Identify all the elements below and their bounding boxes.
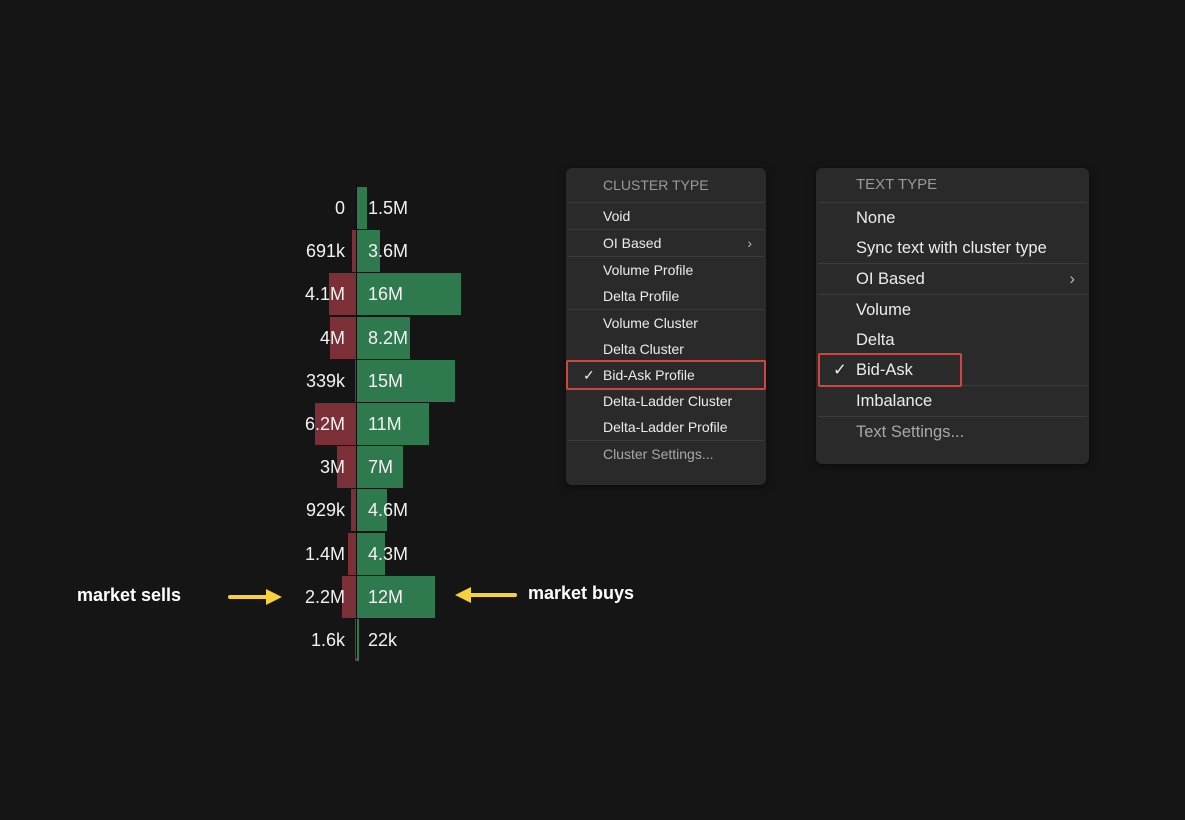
- bid-bar: [342, 575, 357, 618]
- ask-bar: [357, 230, 381, 273]
- chevron-right-icon: ›: [1069, 270, 1076, 288]
- arrow-right-icon: [228, 589, 282, 605]
- bid-value-label: 929k: [305, 500, 345, 521]
- cluster-type-item-delta-ladder-cluster[interactable]: Delta-Ladder Cluster: [566, 388, 766, 414]
- ask-value-label: 11M: [368, 414, 402, 434]
- menu-item-label: Delta: [856, 331, 895, 349]
- profile-row: 1.4M 4.3M: [0, 532, 1185, 575]
- bid-value-label: 1.6k: [310, 630, 345, 650]
- menu-separator: [818, 416, 1087, 417]
- text-type-item-none[interactable]: None: [816, 203, 1089, 233]
- cluster-type-item-cluster-settings[interactable]: Cluster Settings...: [566, 441, 766, 467]
- ask-bar: [357, 359, 455, 402]
- ask-value-label: 15M: [368, 370, 404, 391]
- bid-value-label: 0: [334, 198, 345, 218]
- menu-item-label: Volume Cluster: [603, 315, 698, 331]
- bid-value-label: 339k: [305, 370, 345, 391]
- menu-item-label: Cluster Settings...: [603, 446, 714, 462]
- ask-bar: [357, 316, 411, 359]
- menu-separator: [818, 202, 1087, 203]
- profile-row: 1.6k 22k: [0, 619, 1185, 661]
- text-type-menu-header: TEXT TYPE: [856, 176, 938, 193]
- bid-value-label: 1.4M: [304, 543, 345, 564]
- arrow-left-icon: [455, 587, 517, 603]
- ask-bar: [357, 532, 385, 575]
- profile-row: 929k 4.6M: [0, 489, 1185, 532]
- chevron-right-icon: ›: [747, 235, 752, 251]
- market-sells-label: market sells: [77, 585, 182, 605]
- cluster-type-item-delta-ladder-profile[interactable]: Delta-Ladder Profile: [566, 414, 766, 440]
- bid-bar: [336, 446, 357, 489]
- ask-bar: [357, 575, 435, 618]
- bid-bar: [329, 273, 357, 316]
- check-icon: ✓: [583, 367, 595, 383]
- ask-value-label: 3.6M: [368, 241, 409, 262]
- text-type-item-delta[interactable]: Delta: [816, 325, 1089, 355]
- cluster-type-menu-header: CLUSTER TYPE: [603, 177, 709, 193]
- menu-item-label: OI Based: [603, 235, 662, 251]
- menu-item-label: OI Based: [856, 270, 925, 288]
- ask-value-label: 16M: [368, 284, 404, 305]
- ask-value-label: 8.2M: [368, 327, 409, 348]
- ask-bar: [357, 403, 429, 445]
- menu-separator: [568, 309, 764, 310]
- text-type-item-text-settings[interactable]: Text Settings...: [816, 417, 1089, 447]
- cluster-type-item-volume-profile[interactable]: Volume Profile: [566, 257, 766, 283]
- menu-item-label: Bid-Ask Profile: [603, 367, 695, 383]
- menu-separator: [818, 294, 1087, 295]
- menu-separator: [568, 202, 764, 203]
- bid-value-label: 4M: [319, 327, 345, 348]
- ask-value-label: 4.6M: [368, 500, 409, 521]
- cluster-type-item-delta-profile[interactable]: Delta Profile: [566, 283, 766, 309]
- menu-item-label: Volume Profile: [603, 262, 694, 278]
- cluster-type-item-volume-cluster[interactable]: Volume Cluster: [566, 310, 766, 336]
- menu-item-label: Delta Cluster: [603, 341, 684, 357]
- ask-value-label: 4.3M: [368, 543, 409, 564]
- bid-value-label: 4.1M: [304, 284, 345, 305]
- ask-value-label: 22k: [368, 630, 398, 650]
- ask-value-label: 1.5M: [368, 198, 409, 218]
- ask-bar: [357, 187, 367, 229]
- menu-item-label: Volume: [856, 301, 912, 319]
- market-buys-label: market buys: [528, 583, 635, 603]
- text-type-item-volume[interactable]: Volume: [816, 295, 1089, 325]
- text-type-menu: TEXT TYPE None Sync text with cluster type…: [816, 168, 1089, 464]
- ask-bar: [357, 273, 461, 316]
- cluster-type-item-delta-cluster[interactable]: Delta Cluster: [566, 336, 766, 362]
- menu-separator: [818, 263, 1087, 264]
- text-type-item-bid-ask[interactable]: ✓ Bid-Ask: [816, 355, 1089, 385]
- ask-value-label: 12M: [368, 586, 404, 607]
- profile-center-line: [356, 183, 357, 658]
- cluster-type-item-void[interactable]: Void: [566, 203, 766, 229]
- check-icon: ✓: [833, 361, 847, 379]
- cluster-type-item-oi-based[interactable]: OI Based ›: [566, 230, 766, 256]
- menu-item-label: Sync text with cluster type: [856, 239, 1047, 257]
- menu-item-label: Void: [603, 208, 631, 224]
- bid-value-label: 691k: [305, 241, 345, 262]
- menu-item-label: Delta-Ladder Cluster: [603, 393, 733, 409]
- menu-item-label: None: [856, 209, 896, 227]
- bid-bar: [315, 403, 357, 445]
- menu-item-label: Delta Profile: [603, 288, 680, 304]
- bid-bar: [329, 316, 357, 359]
- bid-value-label: 3M: [319, 457, 345, 478]
- bid-value-label: 6.2M: [304, 414, 345, 434]
- cluster-type-menu: CLUSTER TYPE Void OI Based › Volume Profile D…: [566, 168, 766, 485]
- ask-bar: [357, 489, 387, 532]
- text-type-item-sync-text-with-cluster-type[interactable]: Sync text with cluster type: [816, 233, 1089, 263]
- menu-item-label: Text Settings...: [856, 423, 965, 441]
- ask-bar: [357, 619, 359, 661]
- menu-separator: [568, 229, 764, 230]
- menu-separator: [568, 256, 764, 257]
- ask-value-label: 7M: [368, 457, 394, 478]
- text-type-item-imbalance[interactable]: Imbalance: [816, 386, 1089, 416]
- ask-bar: [357, 446, 403, 489]
- menu-item-label: Imbalance: [856, 392, 933, 410]
- menu-separator: [568, 440, 764, 441]
- cluster-type-item-bid-ask-profile[interactable]: ✓ Bid-Ask Profile: [566, 362, 766, 388]
- menu-item-label: Bid-Ask: [856, 361, 913, 379]
- text-type-item-oi-based[interactable]: OI Based ›: [816, 264, 1089, 294]
- menu-item-label: Delta-Ladder Profile: [603, 419, 728, 435]
